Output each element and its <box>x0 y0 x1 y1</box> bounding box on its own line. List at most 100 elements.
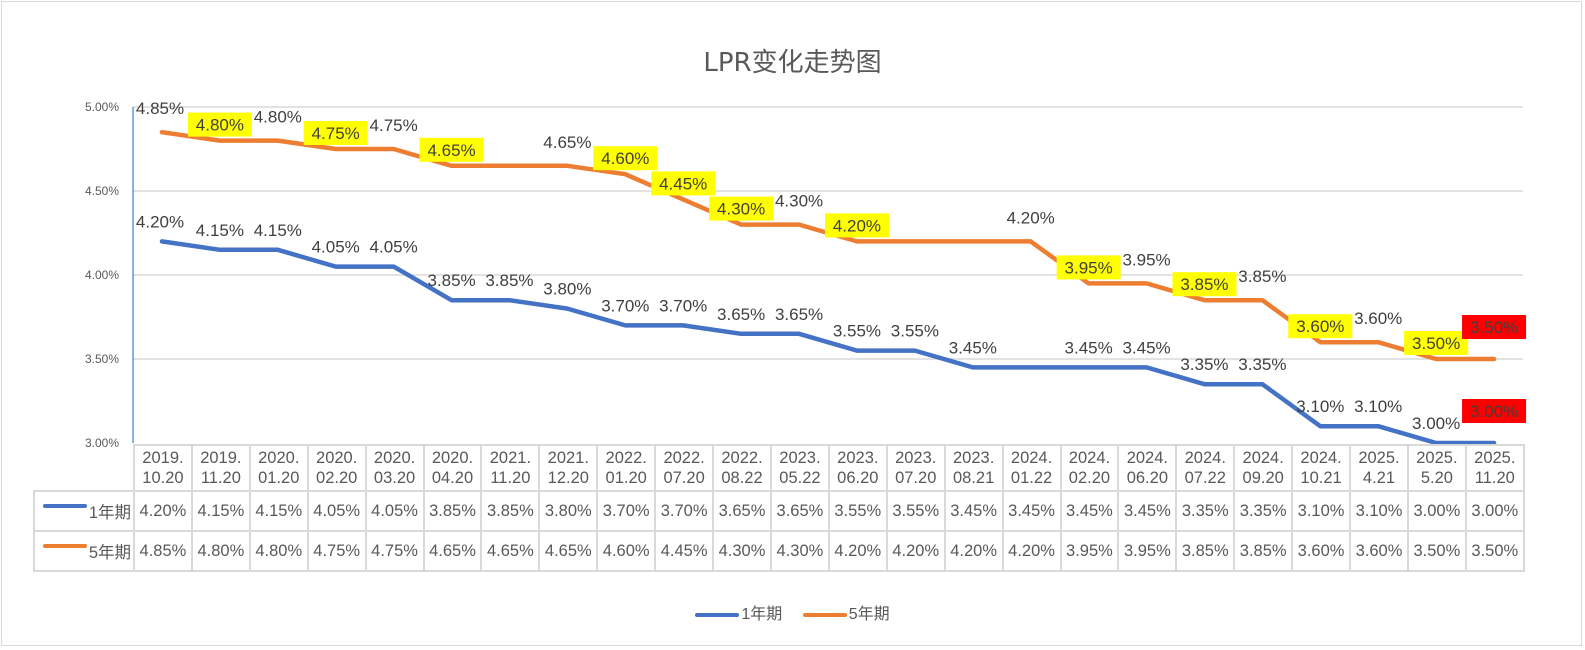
legend-label: 1年期 <box>741 606 783 623</box>
data-label-highlight <box>709 196 774 221</box>
category-date: 04.20 <box>431 469 474 487</box>
data-label-highlight <box>1056 255 1121 280</box>
category-label: 2025. 11.20 <box>1464 444 1525 492</box>
legend-key-1y <box>42 503 87 508</box>
category-label: 2023. 07.20 <box>885 444 946 492</box>
table-cell: 4.05% <box>306 490 367 532</box>
data-label-highlight <box>1288 314 1353 339</box>
data-label: 3.65% <box>775 305 823 324</box>
data-label: 3.10% <box>1354 397 1402 416</box>
data-label-highlight <box>187 112 252 137</box>
table-cell: 3.85% <box>422 490 483 532</box>
category-label: 2019. 11.20 <box>190 444 251 492</box>
data-label: 3.60% <box>1296 317 1344 336</box>
data-label: 3.55% <box>891 322 939 341</box>
gridlines <box>133 106 1523 360</box>
legend-item-5y[interactable]: 5年期 <box>802 600 890 624</box>
category-label: 2020. 03.20 <box>364 444 425 492</box>
table-header-row: 2019. 10.20 2019. 11.20 2020. 01.20 2020. 02.20… <box>34 444 1525 492</box>
category-year: 2020. <box>316 449 358 467</box>
category-date: 08.21 <box>952 469 995 487</box>
y-tick-label: 3.50% <box>85 352 119 366</box>
table-cell: 3.60% <box>1291 530 1352 572</box>
table-cell: 4.20% <box>133 490 193 532</box>
category-year: 2020. <box>431 449 474 467</box>
category-label: 2022. 01.20 <box>596 444 657 492</box>
category-date: 01.22 <box>1010 469 1053 487</box>
data-label: 3.45% <box>1065 338 1113 357</box>
y-tick-label: 5.00% <box>85 100 119 114</box>
table-cell: 3.45% <box>1001 490 1062 532</box>
category-date: 11.20 <box>1474 469 1515 487</box>
data-label: 4.05% <box>312 238 360 257</box>
table-cell: 3.85% <box>480 490 541 532</box>
table-cell: 3.60% <box>1349 530 1409 572</box>
data-label: 3.10% <box>1296 397 1344 416</box>
category-year: 2019. <box>200 449 242 467</box>
legend-key-5y <box>42 543 87 548</box>
table-cell: 3.70% <box>596 490 657 532</box>
legend-item-1y[interactable]: 1年期 <box>695 600 782 624</box>
data-label: 3.50% <box>1470 318 1518 337</box>
series-line-1y <box>159 239 1497 446</box>
data-label: 4.65% <box>427 141 475 160</box>
category-year: 2023. <box>779 449 821 467</box>
table-cell: 3.55% <box>827 490 888 532</box>
data-label: 3.70% <box>601 296 649 315</box>
series-lines <box>159 129 1497 446</box>
category-label: 2024. 06.20 <box>1117 444 1178 492</box>
table-cell: 3.45% <box>1059 490 1120 532</box>
table-row-5y: 5年期 4.85% 4.80% 4.80% 4.75% 4.75% 4.65% 4.65% 4… <box>33 530 1525 572</box>
data-label: 3.35% <box>1180 355 1228 374</box>
table-cell: 4.15% <box>248 490 309 532</box>
category-year: 2021. <box>489 449 532 467</box>
category-year: 2023. <box>952 449 995 467</box>
category-date: 01.20 <box>605 469 647 487</box>
data-label: 4.75% <box>312 124 360 143</box>
category-label: 2020. 01.20 <box>248 444 309 492</box>
y-tick-label: 3.00% <box>85 436 119 450</box>
data-label: 4.75% <box>370 116 418 135</box>
category-label: 2024. 09.20 <box>1233 444 1294 492</box>
data-label: 4.15% <box>196 221 244 240</box>
category-year: 2024. <box>1068 449 1111 467</box>
table-cell: 4.80% <box>190 530 251 572</box>
category-year: 2024. <box>1242 449 1284 467</box>
table-cell: 3.65% <box>712 490 772 532</box>
category-label: 2025. 5.20 <box>1406 444 1467 492</box>
data-label: 3.95% <box>1065 258 1113 277</box>
table-cell: 4.85% <box>133 530 193 572</box>
table-cell: 4.20% <box>1001 530 1062 572</box>
table-cell: 3.10% <box>1291 490 1352 532</box>
category-label: 2023. 05.22 <box>769 444 830 492</box>
table-cell: 3.55% <box>885 490 946 532</box>
category-year: 2022. <box>663 449 705 467</box>
y-axis-ticks: 5.00% 4.50% 4.00% 3.50% 3.00% <box>85 100 119 450</box>
data-label: 4.20% <box>1007 208 1055 227</box>
data-label: 3.85% <box>1238 267 1286 286</box>
category-year: 2022. <box>605 449 647 467</box>
category-date: 06.20 <box>837 469 879 487</box>
table-cell: 3.70% <box>654 490 715 532</box>
data-label: 3.85% <box>427 271 475 290</box>
table-cell: 4.05% <box>364 490 425 532</box>
category-date: 10.20 <box>142 469 184 487</box>
data-table: 2019. 10.20 2019. 11.20 2020. 01.20 2020. 02.20… <box>33 444 1525 572</box>
data-label: 4.85% <box>136 99 184 118</box>
table-cell: 4.30% <box>712 530 772 572</box>
category-label: 2020. 04.20 <box>422 444 483 492</box>
table-cell: 3.35% <box>1175 490 1236 532</box>
category-date: 07.22 <box>1184 469 1226 487</box>
data-labels: 4.20% 4.15% 4.15% 4.05% 4.05% 3.85% 3.85% 3.80%… <box>136 99 1527 433</box>
category-year: 2020. <box>258 449 300 467</box>
data-label: 4.60% <box>601 149 649 168</box>
data-label: 3.45% <box>1122 338 1170 357</box>
category-label: 2024. 10.21 <box>1291 444 1352 492</box>
data-label: 4.45% <box>659 174 707 193</box>
data-label: 4.15% <box>254 221 302 240</box>
table-cell: 4.80% <box>248 530 309 572</box>
data-label: 3.45% <box>949 338 997 357</box>
category-label: 2024. 02.20 <box>1059 444 1120 492</box>
data-label: 3.35% <box>1238 355 1286 374</box>
